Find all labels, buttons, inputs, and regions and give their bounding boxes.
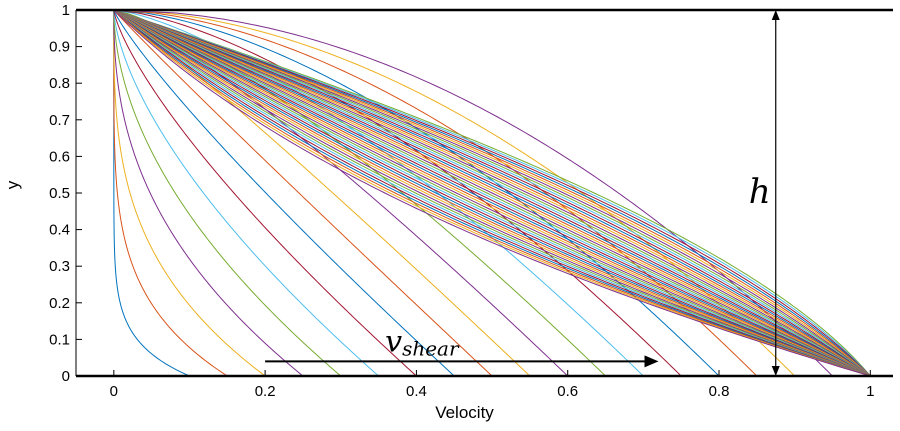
velocity-curve	[113, 9, 871, 377]
x-tick-label: 1	[866, 383, 874, 400]
height-arrow-bottom	[771, 366, 780, 376]
velocity-curve	[113, 9, 871, 377]
velocity-curve	[113, 9, 871, 377]
y-tick-label: 0.1	[49, 331, 70, 348]
velocity-curve	[113, 9, 871, 377]
velocity-curve	[113, 9, 871, 377]
shear-label-subscript: shear	[402, 336, 460, 360]
annotations-group: h vshear	[265, 10, 780, 376]
velocity-curve	[113, 9, 871, 377]
velocity-curve	[113, 9, 871, 377]
velocity-curve	[113, 9, 871, 377]
y-tick-label: 0.3	[49, 258, 70, 275]
velocity-curve	[113, 9, 871, 377]
height-label: h	[749, 172, 771, 212]
velocity-curve	[113, 10, 266, 377]
y-tick-label: 0.2	[49, 295, 70, 312]
velocity-curve	[113, 9, 871, 377]
velocity-curve	[113, 9, 871, 377]
velocity-curve	[113, 9, 871, 377]
x-ticks-group: 0 0.2 0.4 0.6 0.8 1	[110, 370, 874, 400]
velocity-curve	[113, 9, 871, 377]
x-tick-label: 0	[110, 383, 118, 400]
velocity-curve	[113, 9, 720, 377]
x-tick-label: 0.4	[406, 383, 427, 400]
y-tick-label: 0.7	[49, 112, 70, 129]
shear-arrow-head	[644, 355, 659, 368]
y-tick-label: 0.5	[49, 185, 70, 202]
velocity-curves-group	[113, 9, 871, 377]
velocity-curve	[113, 9, 871, 377]
velocity-curve	[113, 9, 871, 377]
y-tick-label: 0	[62, 368, 70, 385]
velocity-curve	[113, 9, 342, 377]
x-axis-title: Velocity	[435, 403, 494, 422]
velocity-curve	[113, 9, 871, 377]
velocity-curve	[113, 9, 871, 377]
velocity-curve	[113, 9, 871, 377]
velocity-curve	[113, 9, 871, 377]
velocity-curve	[113, 9, 304, 377]
y-tick-label: 1	[62, 2, 70, 19]
velocity-curve	[113, 9, 871, 377]
velocity-curve	[113, 9, 455, 377]
velocity-curve	[113, 9, 871, 377]
y-axis-title: y	[3, 180, 22, 189]
velocity-curve	[113, 9, 871, 377]
velocity-curve	[113, 9, 417, 377]
x-tick-label: 0.8	[709, 383, 730, 400]
velocity-curve	[113, 9, 796, 377]
x-tick-label: 0.6	[557, 383, 578, 400]
velocity-curve	[113, 9, 871, 377]
shear-label-main: v	[385, 324, 402, 359]
velocity-curve	[113, 9, 379, 377]
velocity-curve	[113, 9, 871, 377]
velocity-curve	[113, 9, 871, 377]
velocity-curve	[113, 9, 871, 377]
shear-velocity-label: vshear	[385, 324, 460, 360]
velocity-curve	[113, 9, 871, 377]
velocity-curve	[113, 9, 871, 377]
velocity-curve	[113, 9, 871, 377]
y-tick-label: 0.4	[49, 222, 70, 239]
velocity-curve	[113, 9, 871, 377]
height-arrow-top	[771, 10, 780, 20]
velocity-curve	[113, 9, 871, 377]
velocity-curve	[113, 9, 871, 377]
y-tick-label: 0.9	[49, 39, 70, 56]
velocity-curve	[113, 9, 871, 377]
velocity-curve	[113, 9, 871, 377]
y-tick-label: 0.6	[49, 148, 70, 165]
velocity-curve	[113, 9, 871, 377]
velocity-curve	[113, 9, 871, 377]
velocity-curve	[113, 9, 871, 377]
velocity-curve	[113, 9, 871, 377]
velocity-curve	[113, 9, 493, 377]
velocity-curve	[113, 9, 871, 377]
y-tick-label: 0.8	[49, 75, 70, 92]
velocity-curve	[113, 9, 871, 377]
x-tick-label: 0.2	[255, 383, 276, 400]
velocity-curve	[113, 9, 871, 377]
y-ticks-group: 0 0.1 0.2 0.3 0.4 0.5 0.6 0.7 0.8 0.9 1	[49, 2, 82, 385]
velocity-curve	[113, 9, 871, 377]
